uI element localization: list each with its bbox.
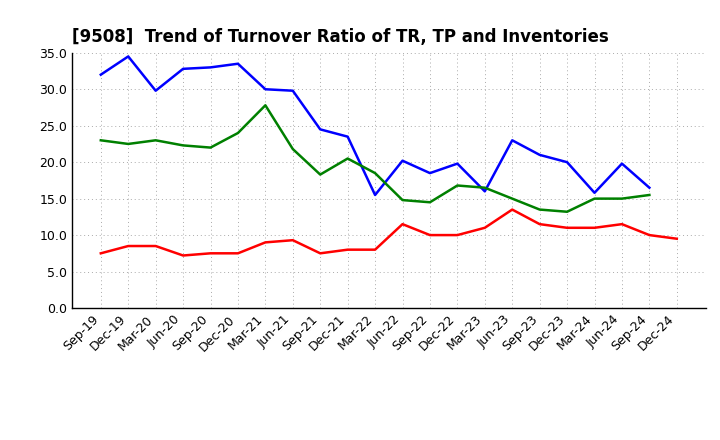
Trade Payables — [179, 66, 187, 71]
Trade Payables — [233, 61, 242, 66]
Trade Payables — [316, 127, 325, 132]
Trade Payables — [480, 189, 489, 194]
Inventories — [316, 172, 325, 177]
Trade Payables — [206, 65, 215, 70]
Trade Receivables — [398, 221, 407, 227]
Trade Receivables — [618, 221, 626, 227]
Inventories — [426, 200, 434, 205]
Trade Receivables — [672, 236, 681, 242]
Trade Payables — [124, 54, 132, 59]
Inventories — [618, 196, 626, 201]
Trade Payables — [618, 161, 626, 166]
Inventories — [453, 183, 462, 188]
Trade Payables — [645, 185, 654, 191]
Inventories — [151, 138, 160, 143]
Trade Receivables — [316, 251, 325, 256]
Trade Payables — [398, 158, 407, 163]
Inventories — [398, 198, 407, 203]
Trade Receivables — [343, 247, 352, 252]
Trade Receivables — [206, 251, 215, 256]
Inventories — [96, 138, 105, 143]
Trade Receivables — [179, 253, 187, 258]
Inventories — [261, 103, 270, 108]
Inventories — [233, 130, 242, 136]
Trade Payables — [96, 72, 105, 77]
Inventories — [563, 209, 572, 214]
Inventories — [536, 207, 544, 212]
Line: Trade Receivables: Trade Receivables — [101, 209, 677, 256]
Inventories — [124, 141, 132, 147]
Trade Payables — [590, 190, 599, 195]
Trade Payables — [371, 192, 379, 198]
Trade Receivables — [563, 225, 572, 231]
Trade Receivables — [261, 240, 270, 245]
Trade Receivables — [508, 207, 516, 212]
Trade Receivables — [96, 251, 105, 256]
Trade Receivables — [233, 251, 242, 256]
Trade Receivables — [480, 225, 489, 231]
Trade Receivables — [151, 243, 160, 249]
Inventories — [480, 185, 489, 191]
Trade Payables — [536, 152, 544, 158]
Inventories — [343, 156, 352, 161]
Trade Receivables — [371, 247, 379, 252]
Inventories — [289, 147, 297, 152]
Trade Payables — [261, 87, 270, 92]
Inventories — [206, 145, 215, 150]
Trade Payables — [343, 134, 352, 139]
Trade Receivables — [453, 232, 462, 238]
Trade Payables — [508, 138, 516, 143]
Trade Payables — [426, 170, 434, 176]
Inventories — [508, 196, 516, 201]
Trade Receivables — [536, 221, 544, 227]
Inventories — [371, 170, 379, 176]
Trade Payables — [289, 88, 297, 93]
Inventories — [590, 196, 599, 201]
Line: Trade Payables: Trade Payables — [101, 56, 649, 195]
Trade Receivables — [426, 232, 434, 238]
Trade Receivables — [289, 238, 297, 243]
Line: Inventories: Inventories — [101, 105, 649, 212]
Inventories — [179, 143, 187, 148]
Inventories — [645, 192, 654, 198]
Trade Payables — [563, 160, 572, 165]
Text: [9508]  Trend of Turnover Ratio of TR, TP and Inventories: [9508] Trend of Turnover Ratio of TR, TP… — [72, 28, 608, 46]
Trade Receivables — [645, 232, 654, 238]
Trade Payables — [453, 161, 462, 166]
Trade Receivables — [124, 243, 132, 249]
Trade Payables — [151, 88, 160, 93]
Trade Receivables — [590, 225, 599, 231]
